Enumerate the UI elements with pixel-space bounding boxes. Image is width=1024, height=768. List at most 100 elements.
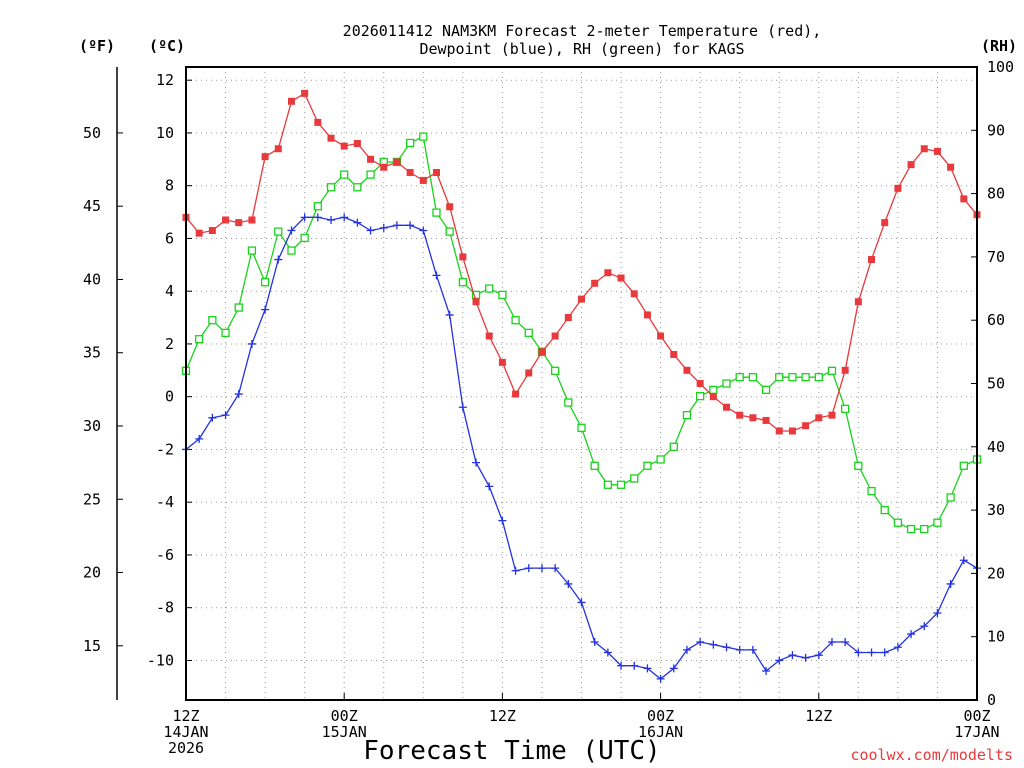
rh-point	[867, 486, 876, 496]
dewpoint-point	[893, 643, 902, 652]
temperature-point	[749, 414, 757, 422]
rh-point	[274, 227, 283, 236]
temperature-point	[947, 163, 955, 171]
dewpoint-point	[709, 640, 718, 649]
rh-point	[722, 379, 731, 388]
dewpoint-point	[419, 226, 428, 235]
rh-point	[775, 373, 784, 382]
dewpoint-point	[221, 411, 230, 420]
rh-point	[313, 202, 322, 211]
rh-point	[485, 284, 494, 293]
time-tick-label: 16JAN	[638, 723, 683, 741]
fahrenheit-tick-label: 45	[83, 197, 101, 215]
rh-point	[353, 183, 362, 192]
celsius-tick-label: 2	[165, 335, 174, 353]
temperature-point	[327, 134, 335, 142]
dewpoint-point	[880, 648, 889, 657]
time-tick-label: 12Z	[805, 707, 832, 725]
fahrenheit-tick-label: 30	[83, 417, 101, 435]
time-tick-label: 2026	[168, 739, 204, 757]
time-tick-label: 15JAN	[322, 723, 367, 741]
dewpoint-point	[920, 622, 929, 631]
fahrenheit-tick-label: 25	[83, 490, 101, 508]
dewpoint-point	[340, 213, 349, 222]
dewpoint-point	[722, 643, 731, 652]
fahrenheit-unit-label: (ºF)	[79, 37, 115, 55]
dewpoint-point	[801, 653, 810, 662]
dewpoint-point	[366, 226, 375, 235]
temperature-point	[380, 163, 388, 171]
fahrenheit-tick-label: 40	[83, 270, 101, 288]
rh-point	[498, 290, 507, 300]
dewpoint-point	[959, 556, 968, 565]
dewpoint-point	[775, 656, 784, 665]
time-tick-label: 12Z	[172, 707, 199, 725]
temperature-point	[723, 403, 731, 411]
dewpoint-point	[669, 664, 678, 673]
temperature-point	[222, 216, 230, 224]
rh-point	[682, 410, 692, 420]
rh-point	[511, 316, 520, 325]
dewpoint-point	[195, 434, 204, 443]
temperature-point	[393, 158, 401, 166]
rh-tick-label: 0	[987, 691, 996, 709]
dewpoint-point	[287, 226, 296, 235]
dewpoint-point	[762, 666, 771, 675]
rh-point	[405, 138, 415, 148]
rh-point	[814, 373, 823, 382]
temperature-point	[340, 142, 348, 150]
temperature-series	[182, 89, 981, 435]
dewpoint-point	[933, 608, 942, 617]
dewpoint-point	[682, 645, 691, 654]
chart-title-line-1: 2026011412 NAM3KM Forecast 2-meter Tempe…	[343, 22, 822, 40]
temperature-point	[367, 155, 375, 163]
dewpoint-point	[353, 218, 362, 227]
dewpoint-point	[498, 516, 507, 525]
dewpoint-point	[208, 413, 217, 422]
temperature-point	[815, 414, 823, 422]
temperature-point	[868, 256, 876, 264]
dewpoint-point	[854, 648, 863, 657]
dewpoint-point	[656, 674, 665, 683]
rh-point	[577, 423, 586, 432]
dewpoint-point	[445, 310, 454, 319]
rh-unit-label: (RH)	[981, 37, 1017, 55]
rh-point	[656, 455, 665, 464]
temperature-point	[762, 416, 770, 424]
celsius-tick-label: -10	[147, 651, 174, 669]
temperature-point	[828, 411, 836, 419]
rh-point	[221, 328, 230, 338]
rh-point	[445, 227, 454, 236]
dewpoint-point	[630, 661, 639, 670]
temperature-point	[670, 350, 678, 358]
dewpoint-point	[392, 221, 401, 230]
temperature-point	[709, 393, 717, 401]
celsius-tick-label: -2	[156, 440, 174, 458]
rh-point	[669, 442, 678, 451]
dewpoint-point	[577, 598, 586, 607]
temperature-point	[564, 314, 572, 322]
time-tick-label: 00Z	[331, 707, 358, 725]
rh-point	[260, 278, 270, 287]
celsius-tick-label: 0	[165, 388, 174, 406]
rh-point	[550, 366, 560, 375]
rh-point	[247, 246, 257, 255]
dewpoint-point	[327, 215, 336, 224]
dewpoint-point	[458, 403, 467, 412]
dewpoint-point	[551, 564, 560, 573]
temperature-point	[854, 298, 862, 306]
temperature-point	[538, 348, 546, 356]
temperature-point	[235, 219, 243, 227]
series-layer	[181, 89, 982, 683]
temperature-point	[683, 366, 691, 374]
rh-point	[234, 303, 243, 312]
time-tick-label: 17JAN	[954, 723, 999, 741]
temperature-point	[261, 153, 269, 161]
temperature-point	[775, 427, 783, 435]
temperature-point	[920, 145, 928, 153]
dewpoint-series	[182, 213, 981, 683]
rh-point	[524, 328, 533, 338]
temperature-point	[604, 269, 612, 277]
rh-point	[920, 524, 929, 534]
